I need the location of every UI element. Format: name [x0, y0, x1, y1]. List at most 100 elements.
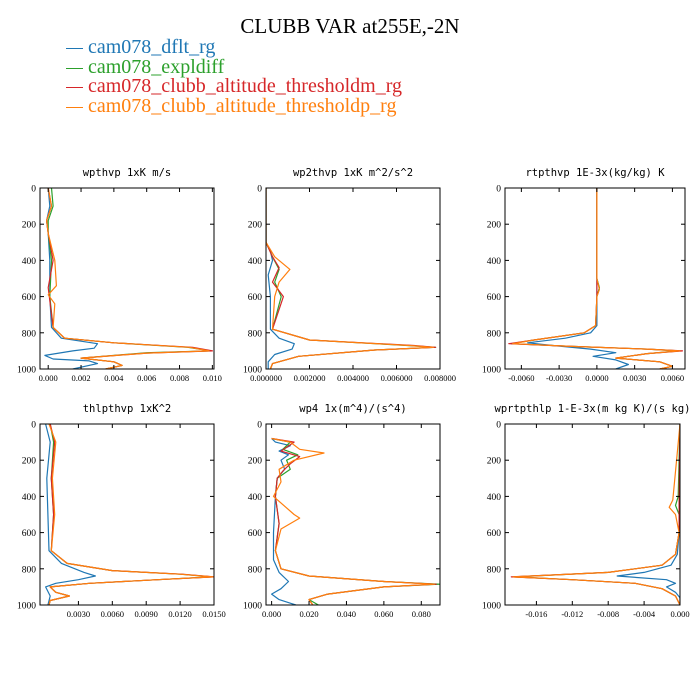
plot-frame	[39, 187, 215, 370]
x-tick-label: 0.004	[104, 373, 124, 383]
y-tick-label: 0	[496, 421, 501, 431]
y-tick-label: 0	[31, 185, 36, 195]
x-tick-label: 0.040	[337, 609, 356, 619]
y-tick-label: 600	[487, 529, 502, 539]
series-line	[616, 424, 680, 605]
x-tick-label: 0.0060	[101, 609, 124, 619]
legend-swatch	[66, 106, 83, 108]
x-tick-label: 0.000	[262, 609, 281, 619]
chart-panel: wprtpthlp 1-E-3x(m kg K)/(s kg) 0 200 400 60…	[482, 403, 690, 619]
y-tick-label: 0	[257, 185, 262, 195]
x-tick-label: 0.000	[39, 373, 58, 383]
x-tick-label: -0.008	[597, 609, 619, 619]
x-tick-label: 0.0030	[623, 373, 646, 383]
x-tick-label: 0.0030	[67, 609, 90, 619]
legend-label: cam078_dflt_rg	[88, 36, 216, 59]
series-line	[47, 188, 212, 369]
legend: cam078_dflt_rg cam078_expldiff cam078_cl…	[66, 36, 403, 117]
x-tick-label: -0.012	[561, 609, 583, 619]
series-line	[45, 188, 210, 369]
panel-title: wprtpthlp 1-E-3x(m kg K)/(s kg)	[495, 403, 691, 415]
y-tick-label: 200	[248, 457, 263, 467]
y-tick-label: 1000	[482, 602, 501, 612]
x-tick-label: 0.0120	[168, 609, 191, 619]
legend-label: cam078_expldiff	[88, 55, 225, 78]
series-line	[266, 188, 295, 369]
series-line	[44, 424, 97, 605]
figure-title: CLUBB VAR at255E,-2N	[240, 14, 460, 38]
y-tick-label: 400	[22, 257, 37, 267]
y-tick-label: 600	[22, 529, 37, 539]
series-line	[271, 437, 437, 605]
y-tick-label: 800	[487, 565, 502, 575]
y-tick-label: 600	[22, 293, 37, 303]
series-group	[271, 437, 440, 605]
y-tick-label: 600	[487, 293, 502, 303]
plot-frame	[39, 423, 215, 606]
y-tick-label: 600	[248, 529, 263, 539]
y-tick-label: 1000	[17, 366, 36, 376]
panel-title: wpthvp 1xK m/s	[83, 167, 172, 179]
x-tick-label: 0.006000	[381, 373, 413, 383]
legend-label: cam078_clubb_altitude_thresholdm_rg	[88, 75, 403, 98]
legend-swatch	[66, 87, 83, 89]
series-line	[45, 188, 213, 369]
y-tick-label: 800	[487, 329, 502, 339]
chart-panel: wp2thvp 1xK m^2/s^2020040060080010000.00…	[243, 167, 456, 383]
series-line	[44, 188, 99, 369]
series-line	[48, 424, 214, 605]
x-tick-label: 0.000	[670, 609, 689, 619]
series-line	[511, 188, 681, 369]
y-tick-label: 400	[22, 493, 37, 503]
legend-item: cam078_dflt_rg	[66, 36, 402, 59]
series-line	[271, 438, 297, 605]
x-tick-label: 0.0000	[585, 373, 608, 383]
y-tick-label: 800	[248, 565, 263, 575]
plot-frame	[265, 423, 441, 606]
x-tick-label: -0.004	[633, 609, 656, 619]
series-group	[510, 424, 680, 605]
y-tick-label: 400	[248, 257, 263, 267]
series-line	[271, 437, 435, 605]
y-tick-label: 800	[22, 329, 37, 339]
chart-panel: rtpthvp 1E-3x(kg/kg) K02004006008001000-…	[482, 167, 686, 383]
chart-panel: thlpthvp 1xK^2 0 200 400 600 800 1000 0.0030 0.0…	[17, 403, 226, 619]
x-tick-label: -0.016	[525, 609, 547, 619]
y-tick-label: 400	[487, 257, 502, 267]
panel-title: wp2thvp 1xK m^2/s^2	[293, 167, 413, 179]
series-line	[512, 424, 680, 605]
x-tick-label: 0.0060	[661, 373, 684, 383]
plot-frame	[504, 187, 686, 370]
y-tick-label: 1000	[17, 602, 36, 612]
legend-label: cam078_clubb_altitude_thresholdp_rg	[88, 94, 397, 117]
legend-item: cam078_clubb_altitude_thresholdp_rg	[66, 94, 402, 117]
series-group	[508, 188, 684, 369]
x-tick-label: 0.002	[71, 373, 90, 383]
y-tick-label: 400	[487, 493, 502, 503]
y-tick-label: 1000	[243, 366, 262, 376]
y-tick-label: 1000	[243, 602, 262, 612]
x-tick-label: 0.002000	[294, 373, 326, 383]
x-tick-label: 0.060	[374, 609, 393, 619]
y-tick-label: 600	[248, 293, 263, 303]
x-tick-label: 0.000000	[250, 373, 282, 383]
series-group	[266, 188, 437, 369]
legend-swatch	[66, 67, 83, 69]
series-group	[44, 424, 214, 605]
x-tick-label: 0.0150	[202, 609, 225, 619]
series-group	[44, 188, 213, 369]
series-line	[527, 188, 630, 369]
y-tick-label: 800	[248, 329, 263, 339]
x-tick-label: 0.008	[170, 373, 189, 383]
y-tick-label: 1000	[482, 366, 501, 376]
y-tick-label: 200	[22, 221, 37, 231]
y-tick-label: 200	[22, 457, 37, 467]
panel-title: thlpthvp 1xK^2	[83, 403, 172, 415]
y-tick-label: 0	[31, 421, 36, 431]
x-tick-label: -0.0030	[546, 373, 572, 383]
y-tick-label: 800	[22, 565, 37, 575]
x-tick-label: 0.008000	[424, 373, 456, 383]
